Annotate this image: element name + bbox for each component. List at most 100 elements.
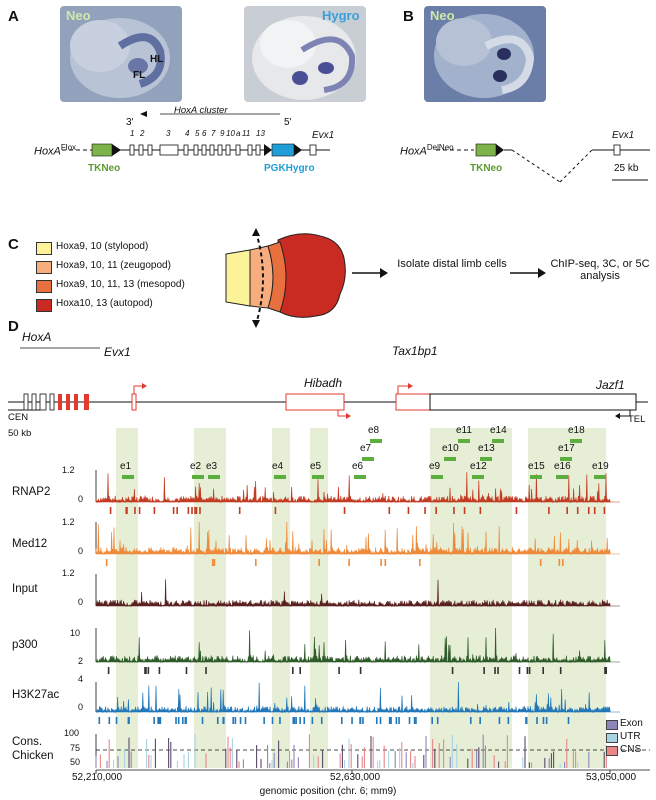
legend-row: Hoxa9, 10, 11 (zeugopod): [36, 259, 216, 278]
p300-ymax: 10: [70, 628, 81, 638]
element-label: e17: [558, 443, 575, 454]
peak-call-mark: [398, 717, 400, 724]
gene-jazf1: Jazf1: [596, 378, 625, 392]
panel-letter-d: D: [8, 318, 19, 335]
peak-call-mark: [526, 667, 529, 674]
enhancer-element-mark: [192, 475, 204, 479]
peak-call-mark: [153, 507, 156, 514]
genome-browser-tracks: [95, 428, 650, 774]
element-label: e19: [592, 461, 609, 472]
peak-call-mark: [348, 559, 350, 566]
peak-call-mark: [199, 507, 201, 514]
peak-call-mark: [109, 507, 112, 514]
gene-evx1: Evx1: [104, 345, 131, 359]
peak-call-mark: [238, 507, 241, 514]
peak-call-mark: [536, 717, 538, 724]
peak-call-mark: [415, 717, 417, 724]
panel-letter-c: C: [8, 236, 19, 253]
input-ymax: 1.2: [62, 568, 75, 578]
peak-call-mark: [293, 717, 296, 724]
peak-call-mark: [593, 507, 596, 514]
enhancer-element-mark: [354, 475, 366, 479]
element-label: e18: [568, 425, 585, 436]
enhancer-element-mark: [431, 475, 443, 479]
pgkhygro-label: PGKHygro: [264, 163, 315, 174]
legend-label: Hoxa9, 10, 11 (zeugopod): [56, 260, 171, 271]
element-label: e14: [490, 425, 507, 436]
hoxa-cluster-label: HoxA cluster: [174, 105, 228, 116]
embryo-photo-delneo: [424, 6, 546, 102]
legend-swatch: [606, 733, 618, 743]
peak-call-mark: [603, 507, 606, 514]
peak-call-mark: [518, 667, 521, 674]
peak-call-mark: [542, 667, 545, 674]
peak-call-mark: [497, 667, 499, 674]
hl-label: HL: [150, 54, 164, 65]
element-label: e5: [310, 461, 322, 472]
peak-call-mark: [177, 717, 180, 724]
peak-call-mark: [545, 717, 548, 724]
peak-call-mark: [408, 717, 411, 724]
peak-call-mark: [562, 559, 564, 566]
peak-call-mark: [138, 507, 141, 514]
peak-call-mark: [222, 717, 225, 724]
x-tick-label: 52,210,000: [72, 772, 123, 783]
enhancer-element-mark: [492, 439, 504, 443]
legend-label: Hoxa9, 10 (stylopod): [56, 241, 149, 252]
peak-call-mark: [234, 717, 237, 724]
med12-ymin: 0: [78, 546, 84, 556]
peak-call-mark: [115, 717, 118, 724]
rnap2-ymin: 0: [78, 494, 84, 504]
x-tick-label: 53,050,000: [586, 772, 637, 783]
legend-row: Hoxa10, 13 (autopod): [36, 297, 216, 316]
enhancer-highlight-band: [272, 428, 290, 768]
peak-call-mark: [515, 507, 518, 514]
peak-call-mark: [232, 717, 234, 724]
hox-expression-legend: Hoxa9, 10 (stylopod) Hoxa9, 10, 11 (zeug…: [36, 240, 216, 316]
element-label: e15: [528, 461, 545, 472]
peak-call-mark: [239, 717, 242, 724]
track-label-cons: Cons.: [12, 736, 43, 748]
gene-tax1bp1: Tax1bp1: [392, 344, 438, 358]
element-label: e16: [554, 461, 571, 472]
peak-call-mark: [172, 507, 175, 514]
peak-call-mark: [390, 717, 392, 724]
cluster-3prime: 3': [126, 117, 134, 128]
peak-call-mark: [211, 559, 214, 566]
track-label-input: Input: [12, 583, 38, 595]
legend-swatch: [36, 299, 52, 312]
legend-swatch: [36, 261, 52, 274]
cons-legend-row: UTR: [606, 731, 654, 744]
peak-call-mark: [548, 507, 550, 514]
track-label-h3k27ac: H3K27ac: [12, 689, 60, 701]
legend-swatch: [606, 746, 618, 756]
enhancer-element-mark: [530, 475, 542, 479]
tkneo-label-a: TKNeo: [88, 163, 121, 174]
hoxa-gene-cluster: [23, 393, 89, 411]
signal-track: [95, 472, 611, 504]
cons-ytick: 50: [70, 757, 81, 767]
peak-call-mark: [255, 559, 257, 566]
enhancer-element-mark: [480, 457, 492, 461]
peak-call-mark: [359, 667, 362, 674]
peak-call-mark: [147, 667, 150, 674]
legend-label: Hoxa9, 10, 11, 13 (mesopod): [56, 279, 185, 290]
peak-call-mark: [128, 717, 130, 724]
tel-label: TEL: [628, 414, 646, 425]
cen-label: CEN: [8, 412, 29, 423]
peak-call-mark: [469, 717, 472, 724]
enhancer-element-mark: [594, 475, 606, 479]
evx1-label-b: Evx1: [612, 130, 635, 141]
peak-call-mark: [463, 507, 466, 514]
legend-label: Exon: [620, 718, 643, 729]
peak-call-mark: [494, 667, 496, 674]
peak-call-mark: [453, 507, 455, 514]
peak-call-mark: [295, 717, 297, 724]
embryo-photo-hygro: [244, 6, 366, 102]
peak-call-mark: [213, 559, 216, 566]
p300-ymin: 2: [78, 656, 84, 666]
peak-call-mark: [303, 717, 306, 724]
peak-call-mark: [436, 717, 439, 724]
evx1-label-a: Evx1: [312, 130, 335, 141]
element-label: e4: [272, 461, 284, 472]
